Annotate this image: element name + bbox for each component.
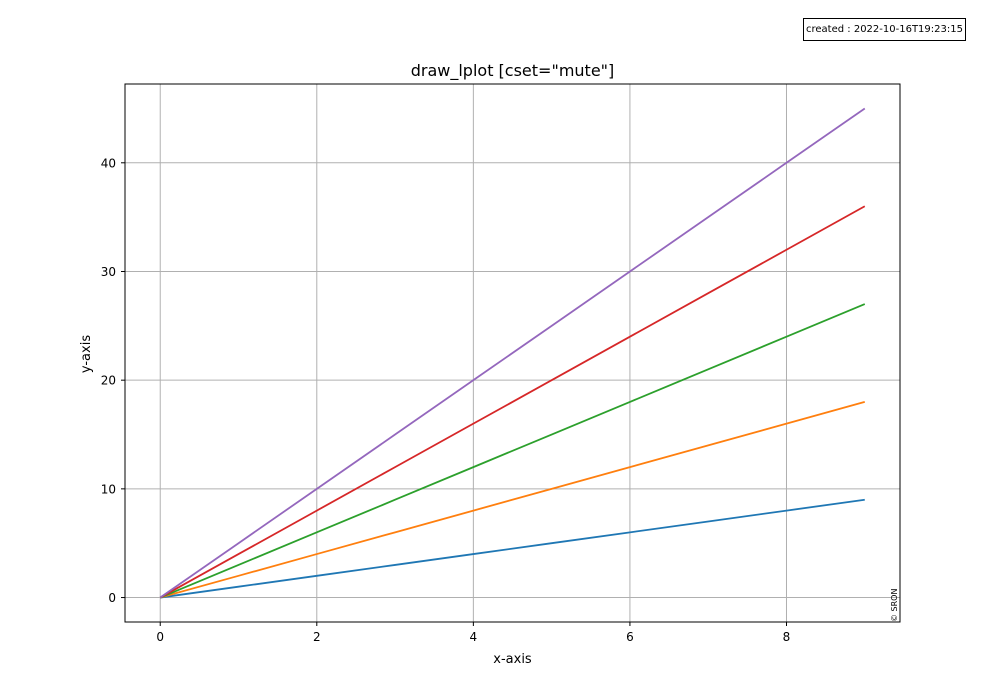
series-line-1 xyxy=(160,498,865,599)
x-axis-label: x-axis xyxy=(493,652,532,667)
series-line-2 xyxy=(159,401,866,599)
y-tick-label: 30 xyxy=(101,265,116,279)
series-line-5 xyxy=(159,107,866,599)
y-tick-label: 40 xyxy=(101,156,116,170)
chart-title: draw_lplot [cset="mute"] xyxy=(411,61,615,81)
axis-ticks: 0 2 4 6 8 0 10 20 30 40 xyxy=(101,156,791,644)
x-tick-label: 6 xyxy=(626,630,634,644)
created-timestamp: created : 2022-10-16T19:23:15 xyxy=(803,18,966,41)
y-tick-label: 10 xyxy=(101,482,116,496)
x-tick-label: 2 xyxy=(313,630,321,644)
y-tick-label: 20 xyxy=(101,374,116,388)
copyright-note: © SRON xyxy=(890,589,899,622)
series-line-3 xyxy=(159,303,866,599)
y-tick-label: 0 xyxy=(108,591,116,605)
x-tick-label: 4 xyxy=(470,630,478,644)
series-lines xyxy=(159,107,866,599)
y-axis-label: y-axis xyxy=(79,335,94,373)
plot-frame xyxy=(124,83,901,623)
x-tick-label: 0 xyxy=(156,630,164,644)
x-tick-label: 8 xyxy=(783,630,791,644)
series-line-4 xyxy=(159,205,866,599)
